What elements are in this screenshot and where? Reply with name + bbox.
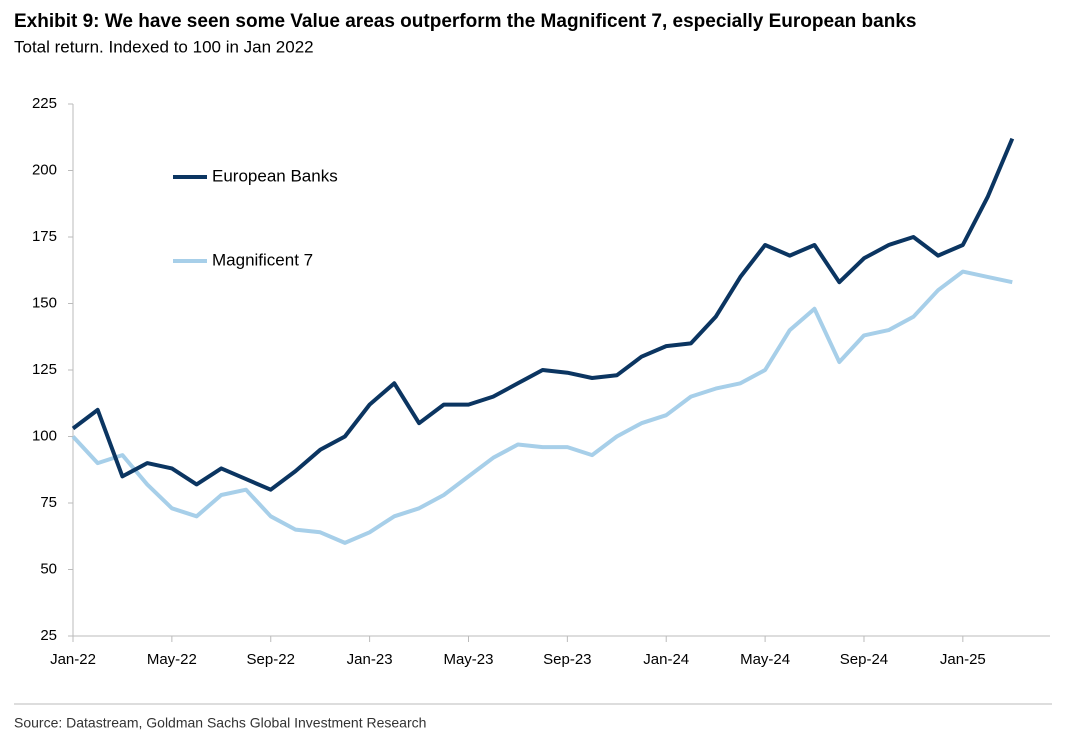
x-tick-label: Jan-25 (940, 651, 986, 668)
y-tick-label: 175 (32, 228, 57, 245)
y-tick-label: 75 (40, 494, 57, 511)
series-line (71, 269, 1013, 545)
x-tick-label: May-23 (443, 651, 493, 668)
x-tick-label: Sep-23 (543, 651, 591, 668)
chart-title: Exhibit 9: We have seen some Value areas… (14, 11, 916, 32)
source-note: Source: Datastream, Goldman Sachs Global… (14, 715, 426, 731)
x-tick-label: Sep-24 (840, 651, 888, 668)
y-tick-label: 225 (32, 95, 57, 112)
series-line (71, 137, 1015, 492)
y-tick-label: 100 (32, 427, 57, 444)
x-tick-label: Jan-23 (347, 651, 393, 668)
y-tick-label: 50 (40, 560, 57, 577)
x-tick-label: Sep-22 (247, 651, 295, 668)
x-tick-label: Jan-24 (643, 651, 689, 668)
y-tick-label: 125 (32, 361, 57, 378)
y-tick-label: 150 (32, 294, 57, 311)
legend-label: European Banks (212, 166, 338, 185)
y-tick-label: 200 (32, 161, 57, 178)
legend-label: Magnificent 7 (212, 250, 313, 269)
x-tick-label: May-24 (740, 651, 790, 668)
x-tick-label: May-22 (147, 651, 197, 668)
x-tick-label: Jan-22 (50, 651, 96, 668)
y-tick-label: 25 (40, 627, 57, 644)
chart-subtitle: Total return. Indexed to 100 in Jan 2022 (14, 37, 314, 56)
